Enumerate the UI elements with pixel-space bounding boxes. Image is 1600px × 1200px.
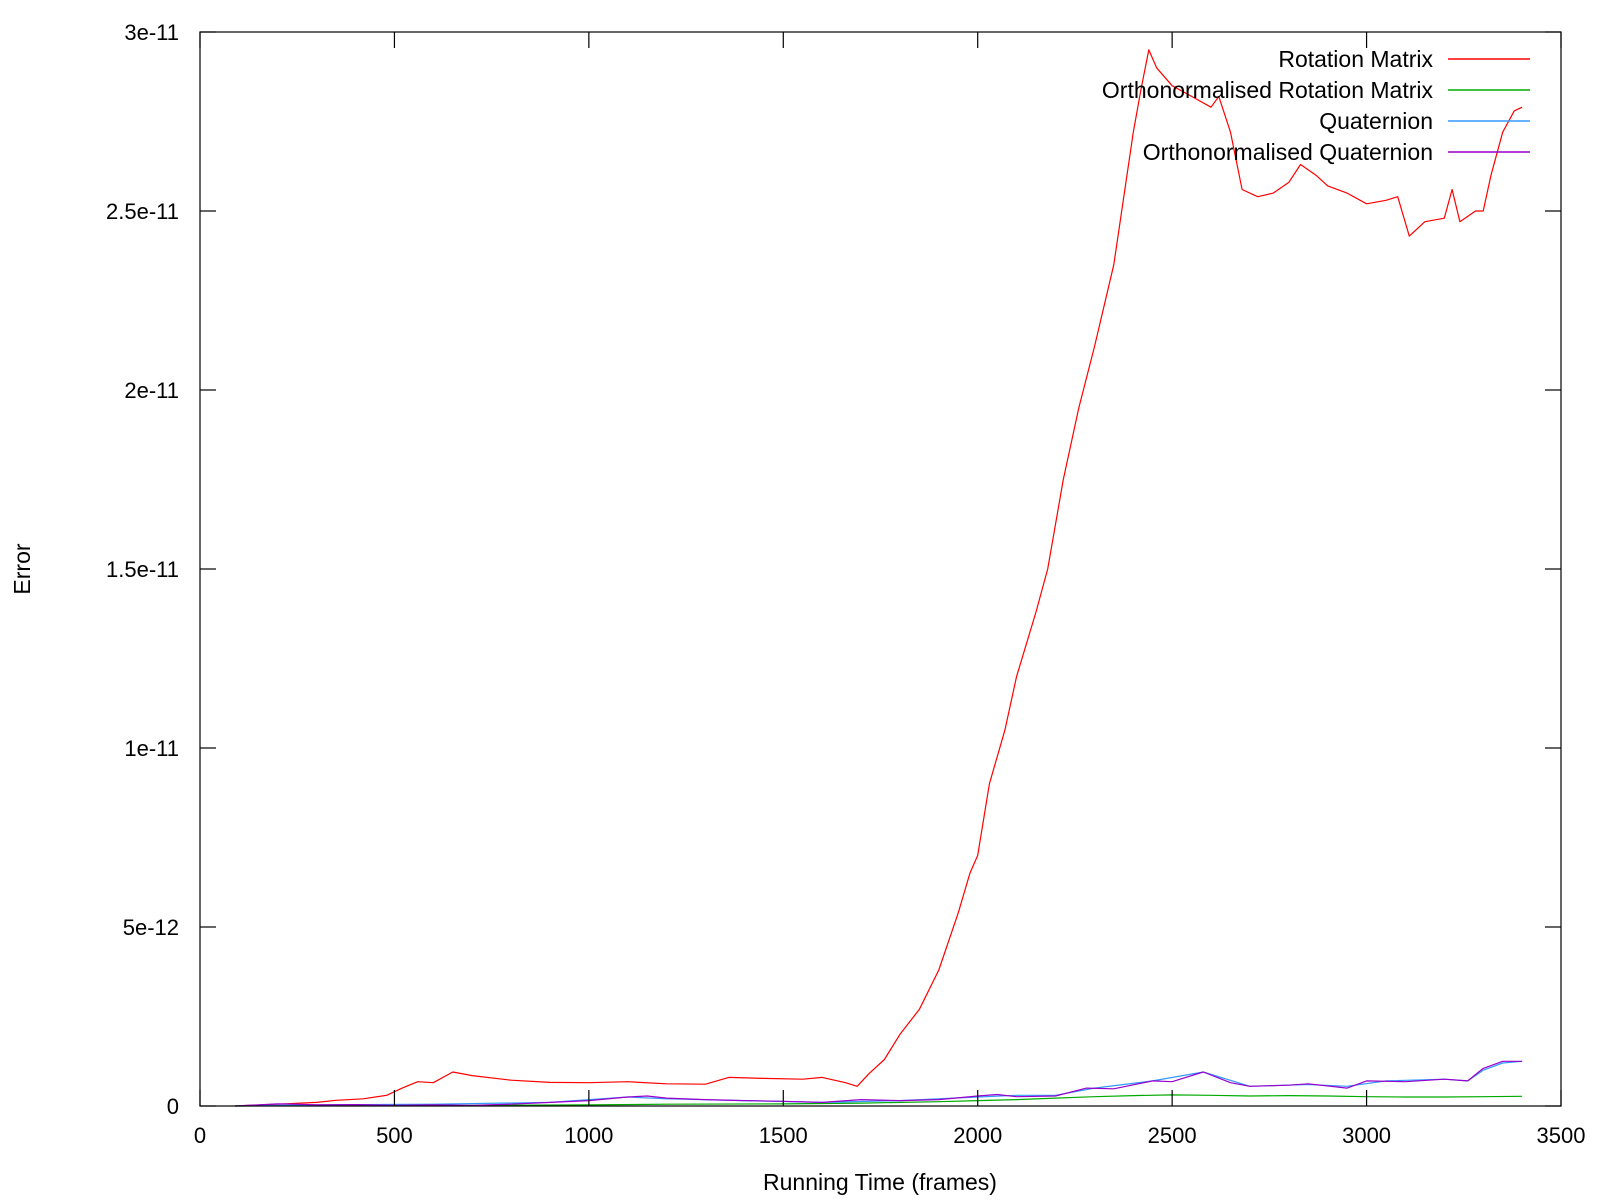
plot-frame: [199, 31, 1562, 1107]
y-tick-label: 1e-11: [124, 736, 179, 761]
legend-label: Orthonormalised Rotation Matrix: [1102, 77, 1434, 103]
y-tick-label: 1.5e-11: [106, 557, 179, 582]
y-axis-label: Error: [9, 543, 35, 594]
x-tick-labels: 0 500 1000 1500 2000 2500 3000 3500: [194, 1123, 1586, 1148]
y-tick-label: 0: [167, 1094, 179, 1119]
legend-label: Rotation Matrix: [1278, 46, 1433, 72]
y-tick-label: 3e-11: [124, 20, 179, 45]
series-line-1: [234, 49, 1523, 1107]
x-tick-label: 0: [194, 1123, 206, 1148]
series-line-3: [234, 1060, 1523, 1107]
y-tick-label: 2e-11: [124, 378, 179, 403]
x-tick-label: 2000: [953, 1123, 1002, 1148]
series-line-2: [234, 1094, 1523, 1107]
legend-label: Quaternion: [1319, 108, 1433, 134]
x-tick-label: 2500: [1148, 1123, 1197, 1148]
y-tick-label: 5e-12: [123, 915, 179, 940]
tick-layer: [199, 31, 1562, 1107]
series-layer: [234, 49, 1523, 1107]
x-tick-label: 1000: [564, 1123, 613, 1148]
x-tick-label: 3500: [1537, 1123, 1586, 1148]
y-tick-label: 2.5e-11: [106, 199, 179, 224]
x-tick-label: 1500: [759, 1123, 808, 1148]
x-tick-label: 500: [376, 1123, 413, 1148]
series-line-4: [234, 1060, 1523, 1107]
x-tick-label: 3000: [1342, 1123, 1391, 1148]
legend-label: Orthonormalised Quaternion: [1143, 139, 1433, 165]
x-axis-label: Running Time (frames): [763, 1169, 997, 1195]
legend: Rotation Matrix Orthonormalised Rotation …: [1102, 46, 1530, 165]
y-tick-labels: 0 5e-12 1e-11 1.5e-11 2e-11 2.5e-11 3e-11: [106, 20, 179, 1119]
